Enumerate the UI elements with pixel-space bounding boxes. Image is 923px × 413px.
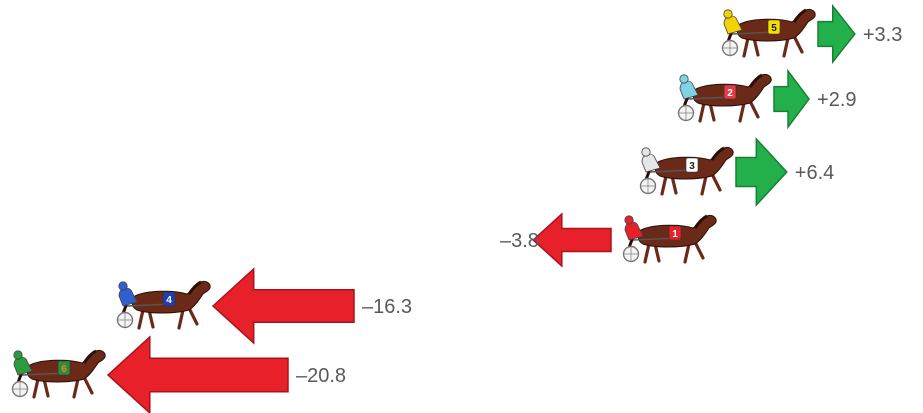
horse-leg xyxy=(782,36,790,58)
bib-number: 2 xyxy=(727,88,733,99)
loss-arrow xyxy=(211,267,355,345)
race-entry: 4 –16.3 xyxy=(116,267,412,345)
sulky-wheel-icon xyxy=(622,245,640,263)
harness-horse-icon: 4 xyxy=(116,280,211,330)
value-label: +3.3 xyxy=(863,24,902,46)
sulky-wheel-icon xyxy=(116,311,134,329)
value-label: +6.4 xyxy=(795,162,834,184)
loss-arrow xyxy=(532,212,612,268)
horse-mane xyxy=(187,280,202,295)
horse-leg xyxy=(660,174,668,196)
value-label: –20.8 xyxy=(296,365,346,387)
horse-mane xyxy=(693,214,708,229)
gain-arrow xyxy=(735,137,788,207)
horse-leg xyxy=(710,172,722,192)
harness-horse-icon: 1 xyxy=(622,214,717,264)
race-entry: 6 –20.8 xyxy=(11,335,346,413)
saddle-cloth xyxy=(723,84,737,100)
sulky-wheel-icon xyxy=(639,177,657,195)
bib-number: 3 xyxy=(689,161,695,172)
horse-leg xyxy=(748,99,760,119)
harness-horse-icon: 5 xyxy=(721,8,816,58)
horse-mane xyxy=(82,349,97,364)
horse-leg xyxy=(137,308,145,330)
driver-helmet xyxy=(13,350,23,360)
race-entry: 2 +2.9 xyxy=(677,68,857,130)
horse-leg xyxy=(82,375,94,395)
horse-leg xyxy=(700,174,708,196)
driver-helmet xyxy=(679,74,689,84)
loss-arrow xyxy=(106,335,289,413)
bib-number: 5 xyxy=(771,23,777,34)
harness-horse-icon: 3 xyxy=(639,146,734,196)
value-label: +2.9 xyxy=(817,89,856,111)
sulky-wheel-icon xyxy=(721,39,739,57)
driver-helmet xyxy=(723,9,733,19)
value-label: –16.3 xyxy=(362,296,412,318)
horse-mane xyxy=(792,8,807,23)
harness-horse-icon: 6 xyxy=(11,349,106,399)
race-entry: 3 +6.4 xyxy=(639,137,834,207)
horse-leg xyxy=(792,34,804,54)
saddle-cloth xyxy=(57,360,71,376)
horse-mane xyxy=(710,146,725,161)
horse-leg xyxy=(683,242,691,264)
horse-leg xyxy=(643,242,651,264)
horse-leg xyxy=(693,240,705,260)
sulky-wheel-icon xyxy=(677,104,695,122)
sulky-wheel-icon xyxy=(11,380,29,398)
driver-helmet xyxy=(624,215,634,225)
saddle-cloth xyxy=(162,291,176,307)
horse-leg xyxy=(698,101,706,123)
gain-arrow xyxy=(773,68,810,130)
bib-number: 1 xyxy=(672,229,678,240)
race-entry: 1 –3.8 xyxy=(500,212,717,268)
driver-helmet xyxy=(641,147,651,157)
race-entry: 5 +3.3 xyxy=(721,3,902,65)
horse-leg xyxy=(742,36,750,58)
horse-leg xyxy=(738,101,746,123)
saddle-cloth xyxy=(685,157,699,173)
saddle-cloth xyxy=(668,225,682,241)
horse-leg xyxy=(72,377,80,399)
horse-leg xyxy=(187,306,199,326)
value-label: –3.8 xyxy=(500,230,539,252)
driver-helmet xyxy=(118,281,128,291)
gain-arrow xyxy=(817,3,856,65)
bib-number: 4 xyxy=(166,295,172,306)
saddle-cloth xyxy=(767,19,781,35)
horse-leg xyxy=(177,308,185,330)
horse-mane xyxy=(748,73,763,88)
horse-leg xyxy=(32,377,40,399)
harness-horse-icon: 2 xyxy=(677,73,772,123)
bib-number: 6 xyxy=(61,364,67,375)
